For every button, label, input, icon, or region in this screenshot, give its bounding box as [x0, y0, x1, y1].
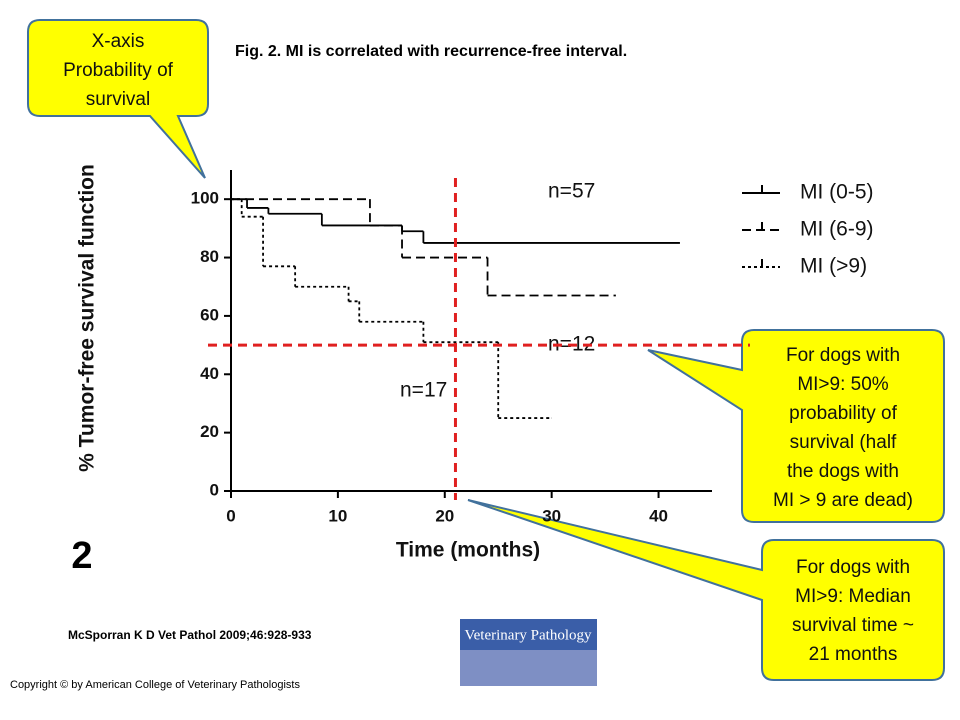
callout-shapes	[27, 19, 945, 681]
y-axis-label: % Tumor-free survival function	[76, 164, 99, 472]
callout-text: MI>9: 50%	[797, 374, 888, 395]
y-tick-label: 80	[200, 247, 219, 266]
chart-title: Fig. 2. MI is correlated with recurrence…	[235, 43, 627, 60]
callout-text: Probability of	[63, 60, 174, 81]
y-tick-label: 100	[191, 189, 219, 208]
callout-text: probability of	[789, 403, 897, 424]
callout-text: 21 months	[809, 644, 898, 665]
panel-label: 2	[71, 535, 92, 577]
annotation: n=57	[548, 180, 595, 203]
y-tick-label: 40	[200, 364, 219, 383]
y-tick-label: 60	[200, 305, 219, 324]
callout-text: MI > 9 are dead)	[773, 490, 913, 511]
logo-text: Veterinary Pathology	[464, 627, 592, 643]
legend-label: MI (0-5)	[800, 181, 874, 204]
x-tick-label: 0	[226, 506, 235, 525]
citation: McSporran K D Vet Pathol 2009;46:928-933	[68, 628, 312, 642]
x-tick-label: 20	[435, 506, 454, 525]
callout-text: MI>9: Median	[795, 586, 911, 607]
legend-label: MI (6-9)	[800, 218, 874, 241]
legend-label: MI (>9)	[800, 255, 867, 278]
y-tick-label: 0	[210, 480, 219, 499]
x-tick-label: 40	[649, 506, 668, 525]
callout-text: For dogs with	[796, 557, 910, 578]
annotation: n=17	[400, 379, 447, 402]
callout-text: survival (half	[790, 432, 897, 453]
logo: Veterinary Pathology	[460, 619, 597, 686]
x-axis-label: Time (months)	[396, 539, 540, 562]
y-tick-label: 20	[200, 422, 219, 441]
callout-text: survival time ~	[792, 615, 914, 636]
callout-text: survival	[86, 89, 150, 110]
x-tick-label: 10	[328, 506, 347, 525]
callout-text: X-axis	[92, 31, 145, 52]
callout-text: For dogs with	[786, 345, 900, 366]
callout-text: the dogs with	[787, 461, 899, 482]
copyright: Copyright © by American College of Veter…	[10, 679, 300, 691]
x-tick-label: 30	[542, 506, 561, 525]
